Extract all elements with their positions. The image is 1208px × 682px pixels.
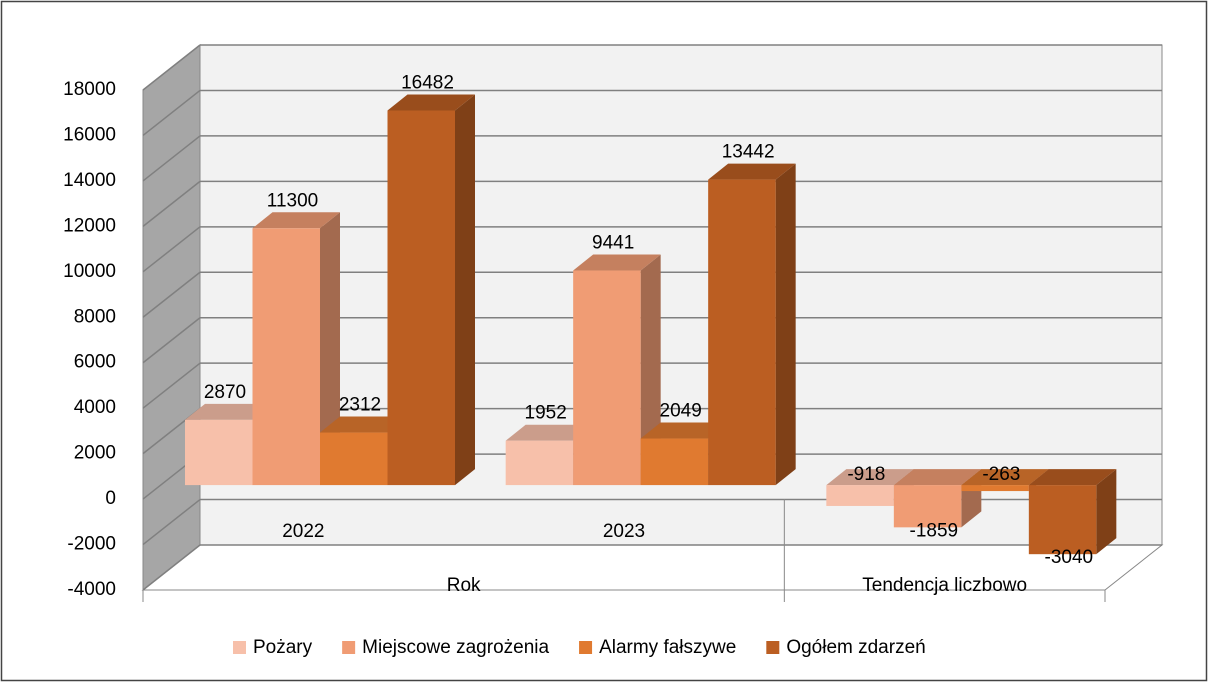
bar-top: [826, 469, 914, 486]
bar-top: [252, 212, 340, 229]
grid-line: [142, 89, 201, 137]
bar-top: [320, 416, 408, 433]
value-label: -3040: [1045, 547, 1094, 568]
bar: [505, 440, 574, 486]
bar: [185, 419, 253, 486]
x-group-label: Rok: [447, 575, 481, 596]
legend-swatch: [233, 641, 246, 654]
bar: [252, 228, 320, 486]
value-label: 11300: [267, 190, 318, 211]
side-wall: [142, 43, 201, 592]
y-tick-label: -2000: [67, 534, 116, 555]
legend-label: Alarmy fałszywe: [599, 637, 736, 658]
grid-line: [142, 226, 201, 273]
y-tick-label: 14000: [63, 170, 116, 191]
x-tick-label: 2022: [282, 521, 324, 542]
grid-line: [142, 44, 201, 91]
bar: [640, 438, 709, 486]
y-tick-label: 6000: [74, 352, 116, 373]
grid-line: [142, 135, 201, 182]
legend-label: Miejscowe zagrożenia: [362, 637, 549, 658]
x-tick-label: 2023: [603, 521, 645, 542]
legend-swatch: [342, 641, 356, 654]
grid-line: [142, 180, 201, 227]
y-tick-label: 16000: [63, 124, 116, 145]
bar: [893, 485, 962, 528]
bar: [708, 179, 776, 486]
bar-top: [961, 469, 1049, 486]
grid-line: [142, 498, 201, 546]
y-tick-label: 2000: [74, 443, 116, 464]
value-label: -1859: [910, 520, 959, 541]
grid-line: [142, 362, 201, 409]
y-tick-label: 12000: [63, 215, 116, 236]
bar-top: [893, 469, 982, 486]
value-label: 2312: [339, 395, 381, 416]
bar-top: [640, 422, 729, 439]
bar-top: [573, 254, 661, 271]
y-tick-label: 8000: [74, 306, 116, 327]
bar-top: [708, 163, 796, 180]
y-tick-label: 4000: [74, 397, 116, 418]
bar: [573, 270, 641, 486]
value-label: 2049: [660, 401, 702, 422]
grid-line: [142, 271, 201, 318]
bar-top: [185, 403, 273, 420]
bar: [826, 485, 894, 506]
bar: [1028, 485, 1097, 555]
bar: [387, 110, 455, 486]
value-label: 16482: [401, 73, 454, 94]
bar-top: [1028, 469, 1117, 486]
grid-line: [142, 544, 201, 591]
value-label: 2870: [204, 382, 246, 403]
y-tick-label: -4000: [67, 579, 116, 600]
value-label: -263: [982, 464, 1020, 485]
bar: [961, 485, 1029, 492]
legend-swatch: [579, 641, 593, 654]
bar-side: [455, 94, 475, 486]
value-label: -918: [847, 464, 885, 485]
grid-line: [142, 317, 201, 364]
x-group-label: Tendencja liczbowo: [862, 575, 1027, 596]
bar-top: [387, 94, 475, 111]
legend-label: Ogółem zdarzeń: [786, 637, 925, 658]
bar-side: [775, 163, 796, 486]
value-label: 13442: [722, 142, 775, 163]
legend-label: Pożary: [253, 637, 313, 658]
legend-swatch: [766, 641, 780, 654]
bar-side: [1096, 469, 1117, 555]
value-label: 9441: [592, 233, 634, 254]
bar-side: [320, 212, 340, 486]
bar: [320, 432, 388, 486]
bar-top: [505, 424, 594, 441]
y-tick-label: 0: [105, 488, 116, 509]
y-tick-label: 10000: [63, 261, 116, 282]
y-tick-label: 18000: [63, 79, 116, 100]
value-label: 1952: [525, 403, 567, 424]
